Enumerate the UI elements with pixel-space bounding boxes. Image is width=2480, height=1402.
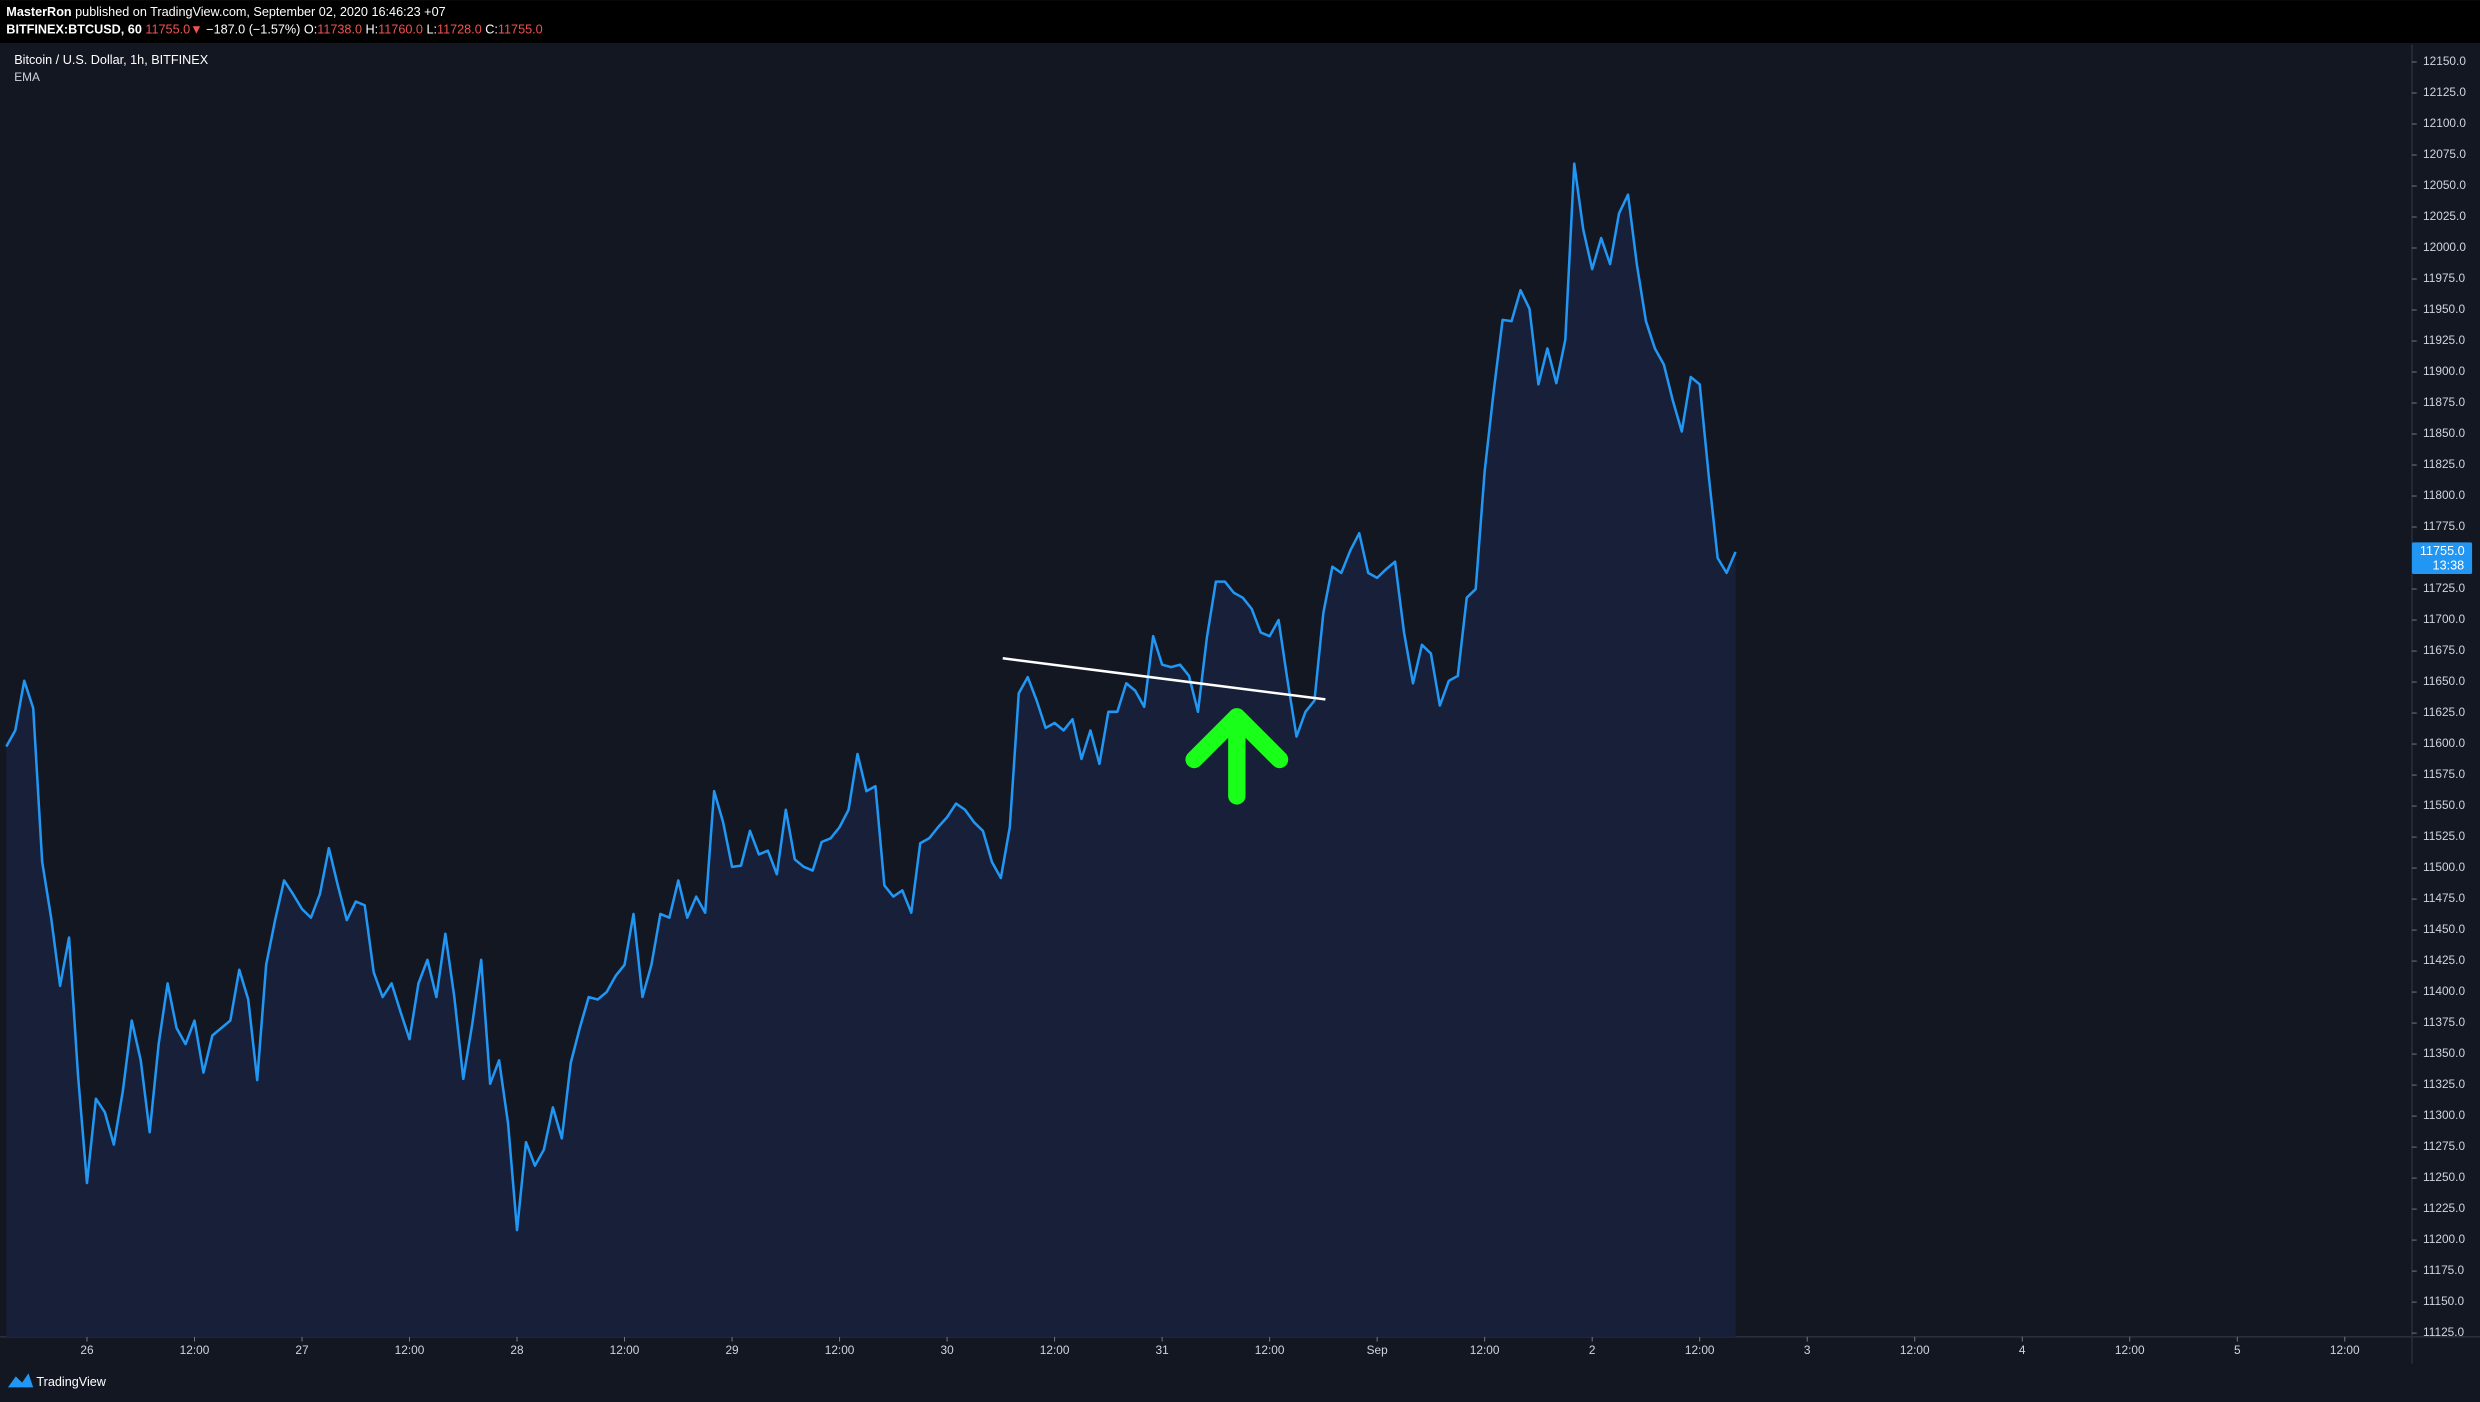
- last: 11755.0: [145, 23, 190, 37]
- y-tick-label: 11600.0: [2423, 736, 2465, 750]
- h-label: H:: [366, 23, 379, 37]
- price-tag: [2411, 542, 2473, 574]
- arrow-up: [1185, 708, 1289, 805]
- y-tick-label: 11150.0: [2423, 1294, 2465, 1308]
- y-tick-label: 11775.0: [2423, 519, 2465, 533]
- arrow-head: [1185, 708, 1289, 769]
- x-tick-label: 12:00: [1040, 1343, 1070, 1357]
- indicator-label: EMA: [14, 70, 40, 84]
- trend-line: [1002, 657, 1326, 701]
- y-tick-label: 11725.0: [2423, 581, 2465, 595]
- x-tick-label: 12:00: [1900, 1343, 1930, 1357]
- y-tick-label: 11175.0: [2423, 1263, 2465, 1277]
- y-tick-label: 11275.0: [2423, 1139, 2465, 1153]
- x-tick-label: 12:00: [2330, 1343, 2360, 1357]
- x-tick-label: 12:00: [180, 1343, 210, 1357]
- arrow: ▼: [190, 23, 203, 37]
- y-tick-label: 11300.0: [2423, 1108, 2465, 1122]
- x-tick-label: 4: [2019, 1343, 2026, 1357]
- x-tick-label: 12:00: [1255, 1343, 1285, 1357]
- y-tick-label: 11975.0: [2423, 271, 2465, 285]
- y-tick-label: 11575.0: [2423, 767, 2465, 781]
- logo: [7, 1373, 34, 1388]
- footer-bar: [0, 1363, 2480, 1402]
- plot: 11125.0 11150.0 11175.0 11200.0 11225.0 11250…: [0, 44, 2480, 1364]
- y-tick-label: 11800.0: [2423, 488, 2465, 502]
- x-tick-label: 2: [1589, 1343, 1596, 1357]
- price-line: [5, 162, 1737, 1232]
- price-area: [6, 163, 1736, 1337]
- published: published on TradingView.com, September …: [75, 5, 445, 19]
- countdown-label: 13:38: [2433, 558, 2465, 572]
- y-tick-label: 11900.0: [2423, 364, 2465, 378]
- o-label: O:: [304, 23, 317, 37]
- y-tick-label: 12025.0: [2423, 209, 2466, 223]
- y-tick-label: 12050.0: [2423, 178, 2466, 192]
- symbol: BITFINEX:BTCUSD, 60: [6, 23, 142, 37]
- y-tick-label: 11700.0: [2423, 612, 2465, 626]
- x-tick-label: 26: [80, 1343, 94, 1357]
- y-tick-label: 11375.0: [2423, 1015, 2465, 1029]
- x-tick-label: 28: [510, 1343, 524, 1357]
- x-tick-label: 31: [1156, 1343, 1170, 1357]
- o-value: 11738.0: [317, 23, 362, 37]
- y-tick-label: 11550.0: [2423, 798, 2465, 812]
- y-tick-label: 11225.0: [2423, 1201, 2465, 1215]
- x-tick-label: 3: [1804, 1343, 1811, 1357]
- price-tag-label: 11755.0: [2420, 544, 2465, 558]
- y-tick-label: 11525.0: [2423, 829, 2465, 843]
- x-tick-label: 29: [725, 1343, 739, 1357]
- y-tick-label: 12100.0: [2423, 116, 2466, 130]
- x-tick-label: 12:00: [1470, 1343, 1500, 1357]
- author: MasterRon: [6, 5, 71, 19]
- x-tick-label: 12:00: [610, 1343, 640, 1357]
- y-tick-label: 12000.0: [2423, 240, 2466, 254]
- header-line-2: BITFINEX:BTCUSD, 60 11755.0▼ −187.0 (−1.…: [6, 23, 542, 37]
- c-value: 11755.0: [498, 23, 543, 37]
- header-bar: [0, 0, 2480, 44]
- c-label: C:: [485, 23, 498, 37]
- y-tick-label: 11625.0: [2423, 705, 2465, 719]
- x-tick-label: 5: [2234, 1343, 2241, 1357]
- y-tick-label: 11250.0: [2423, 1170, 2465, 1184]
- y-tick-label: 11825.0: [2423, 457, 2465, 471]
- y-tick-label: 11475.0: [2423, 891, 2465, 905]
- chart-title: Bitcoin / U.S. Dollar, 1h, BITFINEX: [14, 53, 208, 67]
- x-tick-label: 12:00: [825, 1343, 855, 1357]
- x-tick-label: 12:00: [1685, 1343, 1715, 1357]
- y-tick-label: 11925.0: [2423, 333, 2465, 347]
- footer-text: TradingView: [36, 1375, 106, 1389]
- y-tick-label: 12150.0: [2423, 54, 2466, 68]
- change: −187.0 (−1.57%): [206, 23, 300, 37]
- y-tick-label: 11500.0: [2423, 860, 2465, 874]
- y-tick-label: 11650.0: [2423, 674, 2465, 688]
- l-label: L:: [426, 23, 437, 37]
- y-tick-label: 11325.0: [2423, 1077, 2465, 1091]
- y-tick-label: 12125.0: [2423, 85, 2466, 99]
- y-tick-label: 11200.0: [2423, 1232, 2465, 1246]
- y-tick-label: 11425.0: [2423, 953, 2465, 967]
- y-tick-label: 11850.0: [2423, 426, 2465, 440]
- x-tick-label: Sep: [1367, 1343, 1389, 1357]
- l-value: 11728.0: [437, 23, 482, 37]
- y-tick-label: 11950.0: [2423, 302, 2465, 316]
- x-tick-label: 30: [940, 1343, 954, 1357]
- y-tick-label: 11875.0: [2423, 395, 2465, 409]
- x-tick-label: 27: [295, 1343, 308, 1357]
- h-value: 11760.0: [378, 23, 423, 37]
- y-tick-label: 11350.0: [2423, 1046, 2465, 1060]
- y-tick-label: 11450.0: [2423, 922, 2465, 936]
- x-tick-label: 12:00: [395, 1343, 425, 1357]
- y-tick-label: 11125.0: [2423, 1325, 2465, 1339]
- y-tick-label: 11675.0: [2423, 643, 2465, 657]
- y-tick-label: 11400.0: [2423, 984, 2465, 998]
- x-tick-label: 12:00: [2115, 1343, 2145, 1357]
- y-tick-label: 12075.0: [2423, 147, 2466, 161]
- header-line-1: MasterRon published on TradingView.com, …: [6, 5, 445, 19]
